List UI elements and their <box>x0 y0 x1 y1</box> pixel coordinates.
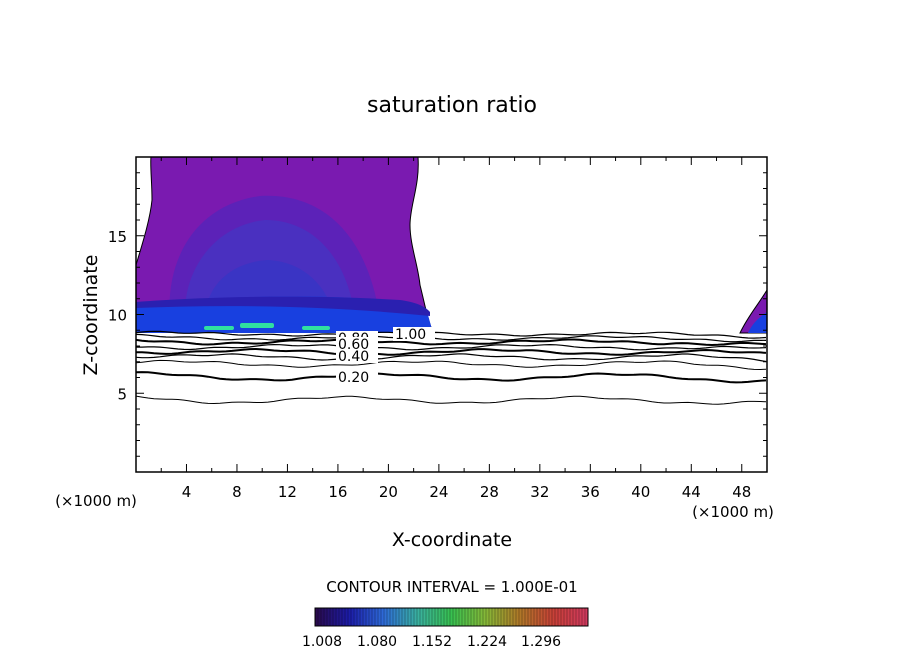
y-tick-label: 10 <box>108 307 127 325</box>
x-tick-label: 40 <box>631 483 650 501</box>
base-wave-band <box>136 296 430 316</box>
contour-line-1 <box>136 330 767 339</box>
x-unit-label: (×1000 m) <box>692 503 774 521</box>
contour-interval-text: CONTOUR INTERVAL = 1.000E-01 <box>326 578 577 596</box>
colorbar-gradient <box>314 607 589 627</box>
y-tick-label: 5 <box>117 385 127 403</box>
y-unit-label: (×1000 m) <box>55 492 137 510</box>
contour-label-bg <box>336 370 378 384</box>
contour-line-7 <box>136 359 767 371</box>
contour-label-bg <box>336 349 378 363</box>
contour-label-bg <box>336 337 378 351</box>
colorbar-tick-label: 1.008 <box>302 634 342 650</box>
x-tick-label: 32 <box>530 483 549 501</box>
contour-line-8 <box>136 371 767 384</box>
supersat-patch-3 <box>302 326 330 330</box>
x-axis-label: X-coordinate <box>392 529 512 551</box>
plot-area: 1.000.800.600.400.20 <box>135 156 768 473</box>
x-tick-label: 24 <box>429 483 448 501</box>
supersat-patch-2 <box>240 323 274 328</box>
contour-label: 1.00 <box>395 327 426 343</box>
colorbar-tick-label: 1.224 <box>467 634 507 650</box>
contour-label: 0.20 <box>338 370 369 386</box>
colorbar-tick-label: 1.080 <box>357 634 397 650</box>
x-tick-label: 12 <box>278 483 297 501</box>
contour-line-2 <box>136 333 767 343</box>
colorbar-tick-label: 1.152 <box>412 634 452 650</box>
contour-label-bg <box>393 327 435 341</box>
x-tick-label: 20 <box>379 483 398 501</box>
contour-label: 0.40 <box>338 349 369 365</box>
colorbar-tick-label: 1.296 <box>521 634 561 650</box>
x-tick-label: 36 <box>581 483 600 501</box>
y-tick-label: 15 <box>108 228 127 246</box>
filled-contours: 1.000.800.600.400.20 <box>136 157 767 405</box>
cloud-region-right-base <box>748 312 767 333</box>
supersat-patch-1 <box>204 326 234 330</box>
x-tick-label: 4 <box>182 483 192 501</box>
x-tick-label: 16 <box>328 483 347 501</box>
y-axis-label: Z-coordinate <box>80 255 102 376</box>
x-tick-label: 28 <box>480 483 499 501</box>
colorbar: 1.008 1.080 1.152 1.224 1.296 <box>302 607 589 650</box>
contour-line-9 <box>136 395 767 405</box>
chart-title: saturation ratio <box>367 93 537 118</box>
contour-line-4 <box>136 343 767 351</box>
x-tick-label: 44 <box>682 483 701 501</box>
contour-line-6 <box>136 353 767 363</box>
contour-line-3 <box>136 338 767 347</box>
x-tick-label: 8 <box>232 483 242 501</box>
x-tick-label: 48 <box>732 483 751 501</box>
contour-line-5 <box>136 347 767 356</box>
